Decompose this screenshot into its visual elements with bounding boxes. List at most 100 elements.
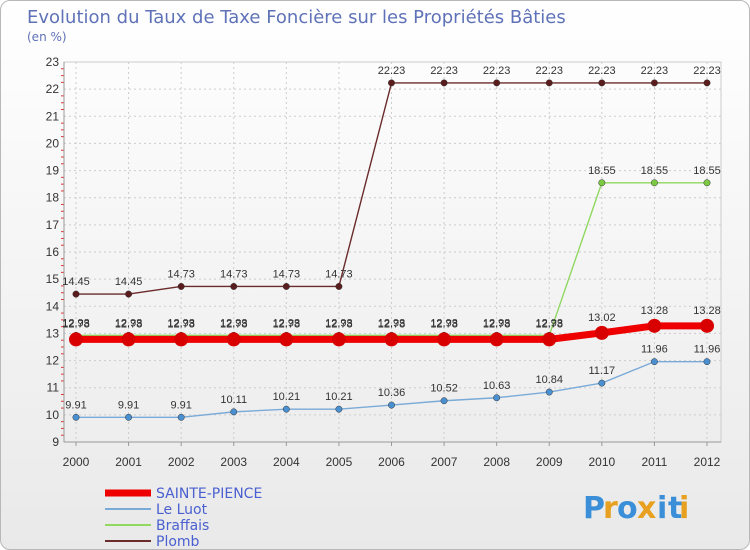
data-label-le-luot: 9.91	[118, 399, 139, 411]
data-labels: 14.45 14.45 14.73 14.73 14.73 14.73 22.23 22.23…	[62, 65, 721, 411]
y-tick-label: 17	[46, 218, 60, 232]
x-tick-label: 2007	[431, 455, 458, 469]
data-label-sainte-pience: 13.02	[588, 312, 616, 324]
data-label-le-luot: 9.91	[65, 399, 86, 411]
x-tick-label: 2012	[694, 455, 721, 469]
data-label-le-luot: 10.21	[325, 391, 353, 403]
data-point-plomb	[650, 79, 658, 87]
series-layer	[69, 79, 714, 421]
data-label-braffais: 12.93	[62, 317, 90, 329]
data-label-plomb: 14.73	[220, 268, 248, 280]
data-label-plomb: 14.45	[115, 276, 143, 288]
data-label-le-luot: 11.96	[641, 344, 668, 356]
y-tick-label: 12	[46, 354, 60, 368]
data-label-braffais: 12.93	[273, 317, 301, 329]
axes: 9 10 11 12 13 14 15 16 17 18 19 20 21 22 23 2000 2001 200…	[46, 55, 721, 469]
data-label-braffais: 18.55	[693, 165, 721, 177]
logo-letter: i	[679, 491, 689, 526]
data-label-braffais: 18.55	[641, 165, 669, 177]
data-label-braffais: 12.93	[167, 317, 195, 329]
data-label-plomb: 22.23	[641, 65, 669, 77]
y-tick-label: 15	[46, 272, 60, 286]
data-label-le-luot: 10.36	[378, 387, 406, 399]
data-label-sainte-pience: 12.78	[483, 318, 511, 330]
x-tick-label: 2005	[326, 455, 353, 469]
data-label-braffais: 12.93	[535, 317, 563, 329]
data-point-le-luot	[388, 401, 395, 409]
data-point-sainte-pience	[700, 318, 714, 333]
x-tick-label: 2011	[642, 455, 668, 469]
data-label-le-luot: 11.96	[694, 344, 721, 356]
data-label-le-luot: 10.63	[483, 380, 511, 392]
data-label-sainte-pience: 13.28	[693, 305, 721, 317]
data-point-sainte-pience	[594, 325, 609, 340]
y-tick-label: 13	[46, 326, 60, 340]
logo-letter: o	[617, 491, 638, 526]
data-point-sainte-pience	[279, 332, 294, 347]
data-label-braffais: 12.93	[483, 317, 511, 329]
data-point-sainte-pience	[174, 332, 189, 347]
x-tick-label: 2004	[273, 455, 300, 469]
data-label-plomb: 14.73	[167, 268, 195, 280]
data-point-braffais	[598, 179, 606, 187]
logo-letter: r	[603, 491, 618, 526]
data-label-le-luot: 10.52	[430, 383, 458, 395]
data-point-le-luot	[72, 413, 80, 421]
data-point-plomb	[230, 283, 238, 290]
y-tick-label: 23	[46, 55, 60, 69]
grid-lines	[63, 61, 722, 443]
y-tick-label: 20	[46, 136, 60, 150]
data-label-braffais: 12.93	[325, 317, 353, 329]
legend-label-plomb: Plomb	[156, 534, 200, 550]
data-label-sainte-pience: 12.78	[273, 318, 301, 330]
data-label-plomb: 22.23	[378, 65, 406, 77]
data-label-plomb: 22.23	[588, 65, 616, 77]
chart-title: Evolution du Taux de Taxe Foncière sur l…	[27, 7, 566, 28]
y-tick-label: 14	[46, 299, 60, 313]
data-point-le-luot	[650, 358, 658, 366]
x-tick-label: 2006	[378, 455, 405, 469]
x-tick-label: 2008	[483, 455, 510, 469]
data-point-sainte-pience	[331, 332, 346, 347]
data-point-sainte-pience	[489, 332, 504, 347]
data-label-plomb: 14.73	[273, 268, 301, 280]
data-label-sainte-pience: 12.78	[115, 318, 143, 330]
data-point-sainte-pience	[69, 332, 83, 347]
data-point-plomb	[703, 79, 711, 87]
data-label-braffais: 12.93	[115, 317, 143, 329]
y-tick-label: 11	[47, 381, 60, 395]
data-point-plomb	[493, 79, 501, 87]
data-point-plomb	[282, 283, 290, 290]
x-tick-label: 2010	[588, 455, 615, 469]
logo-letter: P	[583, 491, 605, 526]
y-tick-label: 21	[46, 109, 60, 123]
data-point-plomb	[177, 283, 185, 290]
data-label-braffais: 12.93	[430, 317, 458, 329]
data-label-plomb: 22.23	[535, 65, 563, 77]
y-tick-label: 18	[46, 191, 60, 205]
data-point-braffais	[703, 179, 711, 187]
data-label-braffais: 12.93	[220, 317, 248, 329]
y-tick-label: 9	[52, 435, 59, 449]
chart-subtitle: (en %)	[27, 30, 67, 44]
data-point-plomb	[598, 79, 606, 87]
y-tick-label: 19	[46, 164, 60, 178]
data-label-le-luot: 9.91	[170, 399, 191, 411]
plot-border	[63, 61, 722, 443]
x-tick-label: 2001	[115, 455, 142, 469]
data-label-le-luot: 10.11	[220, 394, 247, 406]
data-point-plomb	[335, 283, 343, 290]
data-label-sainte-pience: 12.78	[430, 318, 458, 330]
data-label-plomb: 22.23	[483, 65, 511, 77]
data-point-le-luot	[703, 358, 711, 366]
data-label-le-luot: 10.21	[273, 391, 301, 403]
data-point-plomb	[545, 79, 553, 87]
logo-letter: x	[637, 491, 656, 526]
data-label-plomb: 22.23	[693, 65, 721, 77]
data-point-le-luot	[177, 413, 185, 421]
data-point-braffais	[650, 179, 658, 187]
data-point-sainte-pience	[647, 318, 662, 333]
data-label-sainte-pience: 12.78	[325, 318, 353, 330]
